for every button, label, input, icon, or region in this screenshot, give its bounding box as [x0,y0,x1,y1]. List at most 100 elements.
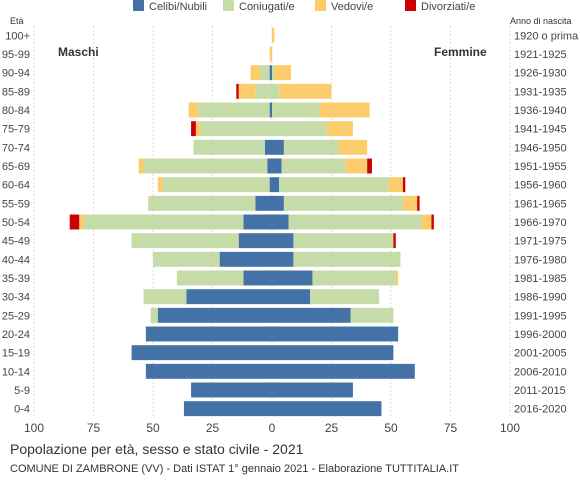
female-bar-segment [312,270,396,286]
female-bar-segment [272,27,275,43]
female-bar-segment [350,307,394,323]
males-label: Maschi [58,45,99,59]
legend-swatch [315,0,326,11]
birth-year-label: 1986-1990 [514,292,567,304]
male-bar-segment [243,214,272,230]
x-tick-label: 0 [269,421,276,435]
age-label: 45-49 [2,236,30,248]
birth-year-label: 2001-2005 [514,348,567,360]
female-bar-segment [393,233,396,249]
legend-label: Divorziati/e [421,1,475,13]
male-bar-segment [157,307,272,323]
birth-year-label: 2006-2010 [514,366,567,378]
legend-label: Vedovi/e [331,1,373,13]
male-bar-segment [131,233,239,249]
male-bar-segment [83,214,244,230]
male-bar-segment [138,158,144,174]
male-bar-segment [188,102,199,118]
female-bar-segment [272,214,289,230]
male-bar-segment [255,195,272,211]
birth-year-label: 1966-1970 [514,217,567,229]
male-bar-segment [131,345,272,361]
female-bar-segment [272,289,311,305]
legend-label: Coniugati/e [239,1,295,13]
male-bar-segment [143,158,268,174]
x-tick-label: 50 [146,421,160,435]
age-label: 80-84 [2,105,30,117]
male-bar-segment [145,363,272,379]
female-bar-segment [272,177,280,193]
male-bar-segment [269,65,272,81]
female-bar-segment [272,195,284,211]
x-tick-label: 100 [24,421,44,435]
birth-year-label: 1996-2000 [514,329,567,341]
male-bar-segment [148,195,256,211]
legend-swatch [133,0,144,11]
legend-swatch [405,0,416,11]
female-bar-segment [283,139,339,155]
female-bar-segment [338,139,368,155]
age-label: 35-39 [2,273,30,285]
male-bar-segment [243,270,272,286]
birth-year-label: 1951-1955 [514,161,567,173]
female-bar-segment [274,65,292,81]
female-bar-segment [272,158,282,174]
age-label: 60-64 [2,180,30,192]
birth-year-label: 1941-1945 [514,124,567,136]
x-tick-label: 50 [384,421,398,435]
female-bar-segment [279,83,332,99]
female-bar-segment [279,177,389,193]
male-bar-segment [238,233,272,249]
female-bar-segment [367,158,372,174]
birth-year-label: 1931-1935 [514,86,567,98]
female-bar-segment [402,177,406,193]
male-bar-segment [250,65,261,81]
male-bar-segment [145,326,272,342]
female-bar-segment [272,326,399,342]
female-bar-segment [272,121,327,137]
age-label: 40-44 [2,254,30,266]
female-bar-segment [272,363,415,379]
female-bar-segment [272,401,382,417]
birth-year-label: 1976-1980 [514,254,567,266]
female-bar-segment [326,121,353,137]
age-label: 90-94 [2,68,30,80]
left-axis-title: Età [10,16,24,26]
male-bar-segment [157,177,163,193]
female-bar-segment [283,195,403,211]
female-bar-segment [288,214,422,230]
male-bar-segment [260,65,270,81]
female-bar-segment [402,195,418,211]
birth-year-label: 2016-2020 [514,404,567,416]
male-bar-segment [162,177,270,193]
male-bar-segment [143,289,187,305]
male-bar-segment [200,121,272,137]
legend-swatch [223,0,234,11]
age-label: 75-79 [2,124,30,136]
male-bar-segment [150,307,158,323]
male-bar-segment [193,139,265,155]
male-bar-segment [236,83,239,99]
female-bar-segment [272,83,280,99]
female-bar-segment [421,214,432,230]
female-bar-segment [395,270,399,286]
age-label: 25-29 [2,310,30,322]
age-label: 5-9 [14,385,30,397]
birth-year-label: 1936-1940 [514,105,567,117]
x-tick-label: 75 [87,421,101,435]
age-label: 20-24 [2,329,30,341]
male-bar-segment [191,382,272,398]
female-bar-segment [272,270,313,286]
female-bar-segment [272,139,284,155]
birth-year-label: 1946-1950 [514,142,567,154]
female-bar-segment [417,195,420,211]
female-bar-segment [272,307,351,323]
male-bar-segment [183,401,272,417]
female-bar-segment [272,102,320,118]
age-label: 15-19 [2,348,30,360]
age-label: 85-89 [2,86,30,98]
female-bar-segment [293,251,401,267]
female-bar-segment [272,345,394,361]
female-bar-segment [281,158,346,174]
birth-year-label: 1956-1960 [514,180,567,192]
